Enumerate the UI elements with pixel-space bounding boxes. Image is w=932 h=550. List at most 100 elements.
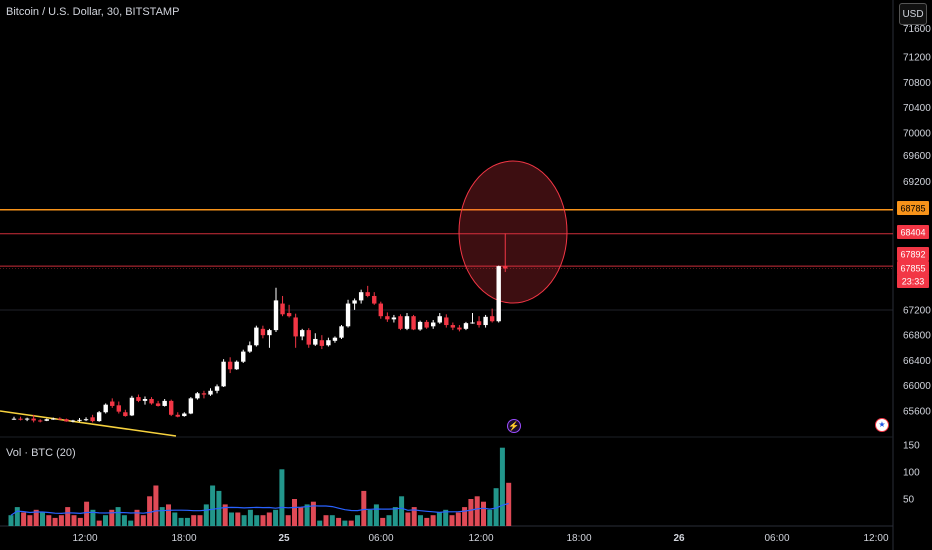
volume-bar-68	[436, 512, 442, 526]
candle-52	[352, 300, 357, 304]
volume-bar-1	[14, 507, 20, 526]
candle-68	[457, 327, 462, 330]
volume-bar-57	[367, 509, 373, 526]
candle-47	[319, 340, 325, 346]
time-tick-2: 25	[278, 533, 290, 544]
volume-bar-12	[84, 501, 90, 526]
price-tick-69200: 69200	[903, 177, 931, 188]
candle-41	[280, 303, 285, 315]
candle-0	[11, 418, 17, 420]
volume-tick-1: 100	[903, 468, 920, 479]
candle-45	[306, 330, 311, 345]
time-tick-5: 18:00	[566, 533, 591, 544]
time-tick-4: 12:00	[468, 533, 493, 544]
volume-bar-24	[159, 507, 165, 526]
volume-bar-35	[229, 512, 234, 526]
volume-bar-53	[342, 520, 348, 526]
volume-bar-29	[191, 515, 197, 526]
volume-bar-67	[430, 515, 436, 526]
volume-bar-37	[241, 515, 247, 526]
candle-5	[44, 419, 49, 421]
candle-16	[116, 405, 121, 412]
candle-58	[391, 317, 397, 320]
volume-bar-23	[153, 485, 159, 526]
lightning-event-icon[interactable]: ⚡	[507, 419, 521, 433]
candle-62	[417, 321, 423, 330]
candle-23	[162, 400, 167, 406]
volume-bar-40	[260, 515, 266, 526]
candle-55	[372, 295, 377, 304]
candle-72	[483, 316, 488, 326]
candle-61	[411, 316, 416, 330]
candle-40	[273, 300, 279, 331]
volume-bar-60	[386, 515, 392, 526]
volume-bar-58	[373, 504, 379, 526]
volume-bar-75	[481, 501, 486, 526]
trendline[interactable]	[0, 410, 177, 437]
candle-59	[398, 316, 403, 329]
candle-1	[18, 418, 23, 420]
price-tick-top: 71600	[903, 24, 931, 35]
candle-30	[208, 390, 213, 395]
volume-bar-65	[418, 515, 423, 526]
volume-bar-46	[298, 507, 304, 526]
price-label-0: 68785	[900, 204, 925, 214]
volume-bar-26	[172, 512, 178, 526]
countdown-label: 23:33	[902, 277, 925, 287]
candle-42	[286, 313, 292, 317]
currency-button[interactable]: USD	[899, 3, 927, 25]
candle-38	[260, 328, 266, 336]
candle-21	[149, 398, 154, 404]
candle-14	[103, 404, 108, 413]
volume-bar-70	[449, 515, 455, 526]
candle-44	[300, 330, 305, 337]
price-tick-3: 66800	[903, 331, 931, 342]
volume-bar-38	[247, 509, 253, 526]
time-tick-6: 26	[673, 533, 685, 544]
price-label-bg-4	[897, 274, 929, 288]
volume-bar-42	[273, 509, 279, 526]
candle-12	[90, 417, 95, 422]
price-label-2: 67892	[900, 250, 925, 260]
candle-35	[241, 351, 246, 362]
volume-bar-20	[134, 509, 140, 526]
price-tick-69600: 69600	[903, 151, 931, 162]
price-label-1: 68404	[900, 228, 925, 238]
us-flag-event-icon[interactable]: ★	[875, 418, 889, 432]
price-tick-8: 71200	[903, 53, 931, 64]
volume-ma-line	[10, 502, 509, 516]
volume-bar-62	[399, 496, 405, 526]
volume-indicator-title[interactable]: Vol · BTC (20)	[6, 447, 76, 459]
candle-65	[437, 316, 442, 323]
volume-bar-44	[285, 515, 291, 526]
volume-bar-5	[40, 512, 45, 526]
time-tick-0: 12:00	[72, 533, 97, 544]
time-tick-7: 06:00	[764, 533, 789, 544]
candle-53	[358, 292, 364, 301]
candle-71	[476, 321, 482, 326]
highlight-ellipse[interactable]	[458, 160, 568, 304]
volume-bar-18	[121, 515, 127, 526]
volume-bar-27	[178, 517, 184, 526]
volume-bar-30	[197, 515, 203, 526]
price-tick-0: 65600	[903, 407, 931, 418]
volume-bar-3	[27, 515, 33, 526]
price-label-bg-0	[897, 201, 929, 215]
volume-bar-64	[411, 507, 417, 526]
candle-73	[489, 316, 495, 322]
candle-8	[64, 419, 69, 422]
candle-4	[38, 420, 43, 422]
price-tick-1: 66000	[903, 381, 931, 392]
volume-bar-76	[487, 509, 493, 526]
volume-bar-41	[266, 512, 272, 526]
candle-20	[142, 398, 148, 401]
candle-9	[70, 420, 76, 422]
candle-19	[136, 397, 141, 401]
volume-bar-48	[310, 501, 316, 526]
candle-74	[496, 266, 501, 322]
candle-37	[254, 327, 259, 346]
price-label-bg-1	[897, 225, 929, 239]
candle-57	[385, 316, 390, 320]
volume-bar-22	[147, 496, 153, 526]
